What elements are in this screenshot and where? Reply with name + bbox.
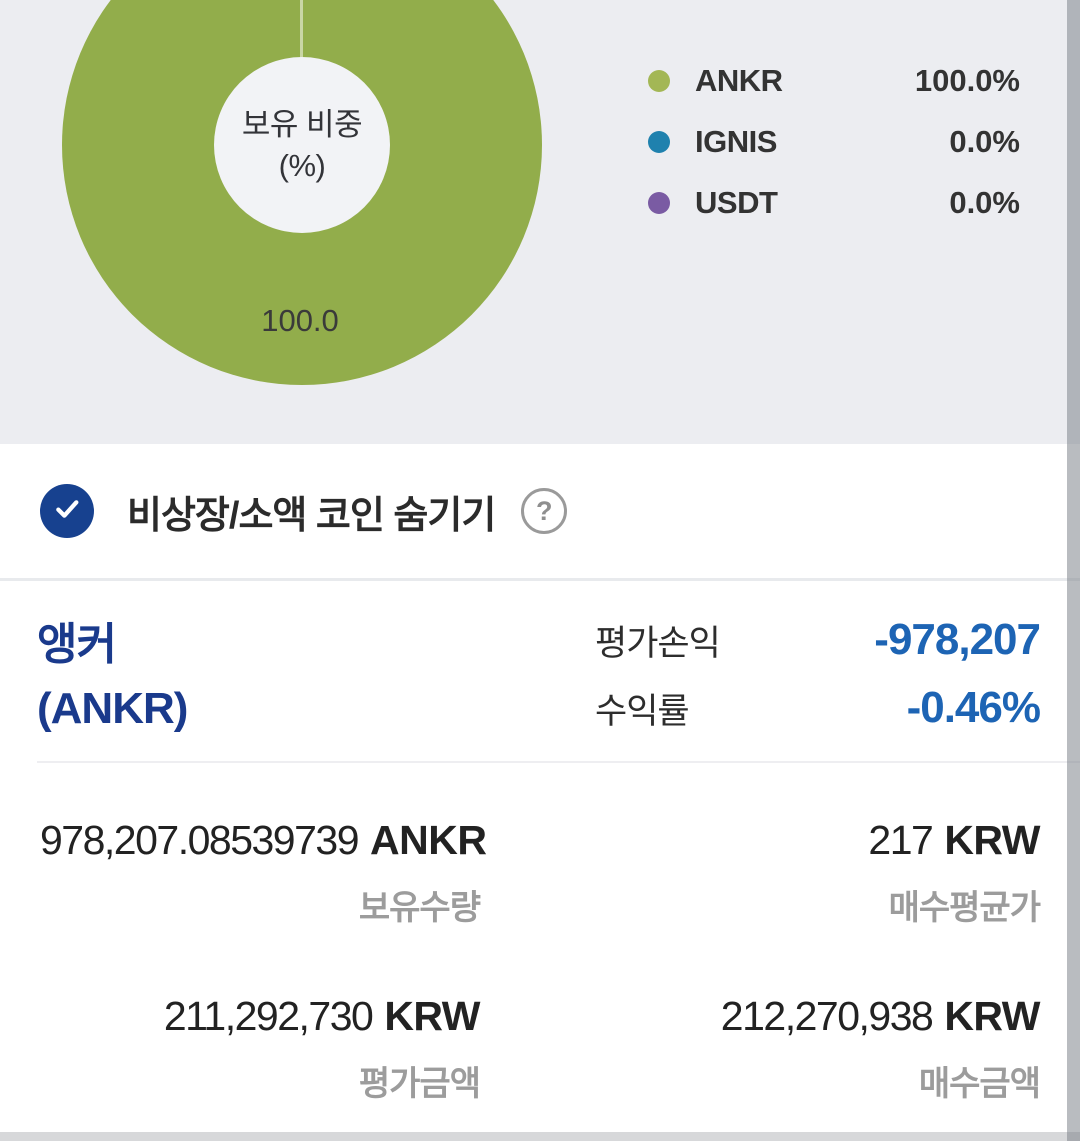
legend-item-usdt: USDT 0.0% xyxy=(648,172,1020,233)
stat-valuation-amount: 211,292,730 KRW 평가금액 xyxy=(40,993,481,1105)
chart-legend: ANKR 100.0% IGNIS 0.0% USDT 0.0% xyxy=(648,50,1020,233)
legend-symbol: ANKR xyxy=(695,62,783,98)
stat-avg-buy-price-label: 매수평균가 xyxy=(888,889,1041,927)
checkmark-icon xyxy=(51,493,83,530)
stat-valuation-amount-label: 평가금액 xyxy=(358,1065,481,1103)
legend-percent: 0.0% xyxy=(949,184,1020,220)
asset-ticker: (ANKR) xyxy=(37,684,188,733)
donut-center: 보유 비중 (%) xyxy=(214,57,390,233)
asset-title: 앵커 (ANKR) xyxy=(37,613,188,741)
help-icon[interactable]: ? xyxy=(521,488,568,534)
stat-holdings: 978,207.08539739 ANKR 보유수량 xyxy=(40,817,487,927)
return-rate-row: 수익률 -0.46% xyxy=(595,683,1041,732)
help-question-glyph: ? xyxy=(536,495,553,526)
section-divider xyxy=(0,578,1080,581)
donut-chart: 보유 비중 (%) xyxy=(62,0,542,385)
holding-ratio-chart-section: 보유 비중 (%) 100.0 ANKR 100.0% IGNIS 0.0% U… xyxy=(0,0,1080,444)
legend-dot-usdt xyxy=(648,191,670,214)
profit-loss-block: 평가손익 -978,207 수익률 -0.46% xyxy=(595,615,1041,741)
legend-dot-ignis xyxy=(648,130,670,153)
asset-card-ankr[interactable]: 앵커 (ANKR) 평가손익 -978,207 수익률 -0.46% 978,2… xyxy=(0,581,1080,1105)
slice-value-label: 100.0 xyxy=(261,303,339,338)
asset-header: 앵커 (ANKR) 평가손익 -978,207 수익률 -0.46% xyxy=(0,581,1080,741)
valuation-pl-row: 평가손익 -978,207 xyxy=(595,615,1041,664)
hide-small-coins-checkbox[interactable] xyxy=(40,484,94,538)
legend-item-ankr: ANKR 100.0% xyxy=(648,50,1020,111)
bottom-edge-band xyxy=(0,1132,1080,1141)
donut-center-label: 보유 비중 (%) xyxy=(241,107,363,183)
legend-symbol: IGNIS xyxy=(695,123,777,159)
valuation-pl-label: 평가손익 xyxy=(595,623,721,663)
hide-small-coins-label: 비상장/소액 코인 숨기기 xyxy=(127,494,496,537)
legend-percent: 0.0% xyxy=(949,123,1020,159)
hide-small-coins-row: 비상장/소액 코인 숨기기 ? xyxy=(0,444,1080,578)
stat-buy-amount: 212,270,938 KRW 매수금액 xyxy=(480,993,1041,1105)
stat-avg-buy-price: 217 KRW 매수평균가 xyxy=(480,817,1041,929)
asset-name: 앵커 xyxy=(37,620,117,669)
stat-buy-amount-label: 매수금액 xyxy=(918,1065,1041,1103)
asset-stats-grid: 978,207.08539739 ANKR 보유수량 217 KRW 매수평균가 2… xyxy=(0,763,1080,1105)
return-rate-value: -0.46% xyxy=(906,683,1041,732)
donut-slice-seam xyxy=(300,0,303,65)
legend-percent: 100.0% xyxy=(914,62,1020,98)
legend-dot-ankr xyxy=(648,69,670,92)
asset-inner-divider xyxy=(37,761,1080,763)
stat-holdings-label: 보유수량 xyxy=(358,889,481,927)
valuation-pl-value: -978,207 xyxy=(874,615,1041,664)
legend-item-ignis: IGNIS 0.0% xyxy=(648,111,1020,172)
return-rate-label: 수익률 xyxy=(595,691,690,731)
vertical-scrollbar[interactable] xyxy=(1067,0,1080,1141)
legend-symbol: USDT xyxy=(695,184,778,220)
